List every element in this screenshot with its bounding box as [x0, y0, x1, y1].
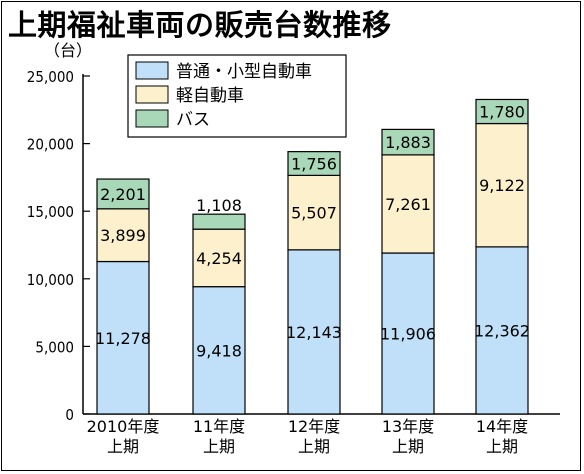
legend-swatch	[135, 109, 169, 128]
legend-label: バス	[176, 110, 210, 130]
data-label: 1,780	[479, 103, 525, 122]
data-label: 1,108	[196, 196, 242, 215]
bar-segment	[96, 178, 150, 210]
bar-segment	[475, 98, 529, 125]
y-tick-label: 15,000	[27, 203, 74, 221]
y-tick-label: 0	[65, 406, 74, 424]
x-tick-label: 上期	[107, 437, 139, 456]
y-tick-label: 10,000	[27, 271, 74, 289]
bar-segment	[381, 252, 435, 415]
legend-label: 普通・小型自動車	[176, 62, 312, 82]
data-label: 7,261	[385, 195, 431, 214]
x-tick-label: 上期	[203, 437, 235, 456]
x-tick-label: 12年度	[288, 417, 340, 436]
bar-segment	[381, 154, 435, 254]
y-tick-label: 5,000	[35, 338, 74, 356]
chart-title: 上期福祉車両の販売台数推移	[8, 8, 392, 42]
data-label: 4,254	[196, 249, 242, 268]
x-tick-label: 11年度	[193, 417, 245, 436]
data-label: 12,362	[474, 321, 530, 340]
x-tick-label: 上期	[392, 437, 424, 456]
legend-swatch	[135, 61, 169, 80]
x-tick-label: 14年度	[476, 417, 528, 436]
x-tick-label: 上期	[486, 437, 518, 456]
data-label: 1,756	[291, 155, 337, 174]
x-tick-label: 2010年度	[87, 417, 160, 436]
bar-segment	[475, 122, 529, 248]
data-label: 5,507	[291, 204, 337, 223]
data-label: 1,883	[385, 133, 431, 152]
y-tick-label: 20,000	[27, 136, 74, 154]
bar-segment	[96, 208, 150, 263]
data-label: 12,143	[286, 323, 342, 342]
bar-segment	[381, 128, 435, 156]
x-tick-label: 13年度	[382, 417, 434, 436]
bar-segment	[96, 260, 150, 415]
bar-segment	[287, 151, 341, 176]
data-label: 11,278	[95, 329, 151, 348]
data-label: 3,899	[100, 226, 146, 245]
legend-swatch	[135, 85, 169, 104]
y-axis-unit-label: （台）	[44, 41, 92, 60]
data-label: 2,201	[100, 185, 146, 204]
y-tick-label: 25,000	[27, 68, 74, 86]
data-label: 9,418	[196, 341, 242, 360]
bar-segment	[192, 286, 246, 415]
data-label: 9,122	[479, 176, 525, 195]
legend-label: 軽自動車	[176, 86, 244, 106]
x-tick-label: 上期	[298, 437, 330, 456]
bar-segment	[475, 246, 529, 415]
bar-segment	[192, 213, 246, 230]
data-label: 11,906	[380, 325, 436, 344]
